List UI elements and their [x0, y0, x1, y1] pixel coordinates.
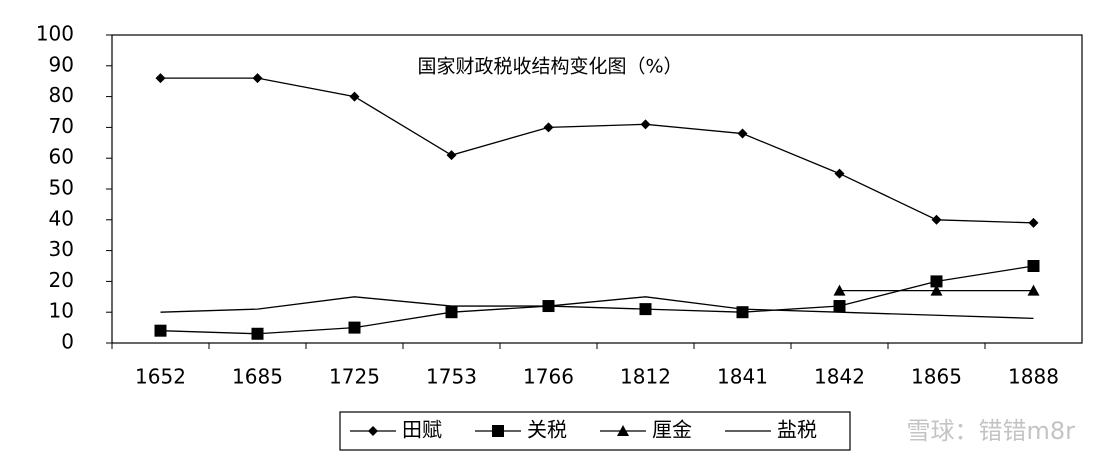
x-tick-label: 1812	[620, 365, 671, 389]
marker	[930, 284, 943, 296]
legend-label: 田赋	[402, 418, 442, 442]
y-tick-label: 70	[49, 114, 74, 138]
watermark: 雪球：错错m8r	[906, 417, 1075, 445]
y-tick-label: 30	[49, 237, 74, 261]
x-tick-label: 1841	[717, 365, 768, 389]
marker	[445, 306, 458, 319]
y-tick-label: 10	[49, 299, 74, 323]
x-tick-label: 1865	[911, 365, 962, 389]
marker	[639, 303, 652, 316]
legend-label: 盐税	[777, 418, 817, 442]
x-tick-label: 1685	[232, 365, 283, 389]
series-line	[160, 77, 1034, 224]
marker	[640, 119, 651, 130]
series-line	[160, 265, 1034, 335]
marker	[1027, 284, 1040, 296]
series-line	[160, 296, 1034, 320]
marker	[737, 128, 748, 139]
marker	[931, 214, 942, 225]
marker	[251, 327, 264, 340]
marker	[252, 73, 263, 84]
marker	[617, 425, 629, 436]
marker	[543, 122, 554, 133]
y-tick-label: 20	[49, 268, 74, 292]
marker	[155, 73, 166, 84]
x-tick-label: 1753	[426, 365, 477, 389]
x-tick-label: 1888	[1008, 365, 1059, 389]
marker	[833, 284, 846, 296]
marker	[446, 150, 457, 161]
marker	[1027, 260, 1040, 272]
marker	[1028, 217, 1039, 228]
x-tick-label: 1652	[135, 365, 186, 389]
y-tick-label: 100	[36, 22, 74, 46]
legend-label: 关税	[527, 418, 567, 442]
chart-title: 国家财政税收结构变化图（%）	[417, 56, 682, 78]
marker	[930, 275, 943, 288]
y-tick-label: 60	[49, 145, 74, 169]
marker	[492, 425, 504, 437]
legend-label: 厘金	[652, 418, 692, 442]
y-tick-label: 50	[49, 176, 74, 200]
y-tick-label: 0	[61, 330, 74, 354]
x-tick-label: 1842	[814, 365, 865, 389]
marker	[154, 324, 167, 337]
y-tick-label: 80	[49, 83, 74, 107]
marker	[348, 321, 361, 334]
marker	[368, 426, 378, 436]
marker	[833, 300, 846, 313]
x-tick-label: 1725	[329, 365, 380, 389]
marker	[349, 91, 360, 102]
y-tick-label: 40	[49, 206, 74, 230]
x-tick-label: 1766	[523, 365, 574, 389]
y-tick-label: 90	[49, 52, 74, 76]
marker	[834, 168, 845, 179]
